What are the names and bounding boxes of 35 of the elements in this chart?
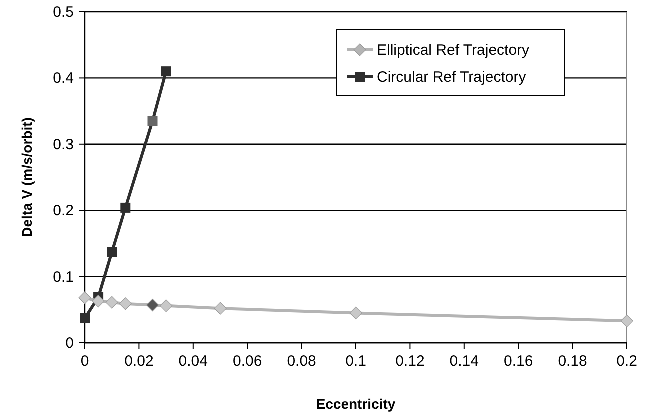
x-tick-label: 0.14 (450, 353, 479, 370)
x-tick-label: 0.06 (233, 353, 262, 370)
point (148, 116, 158, 126)
point (160, 300, 173, 312)
point (161, 66, 172, 77)
x-tick-label: 0.2 (616, 353, 638, 370)
x-tick-label: 0.16 (504, 353, 534, 370)
point (78, 292, 92, 304)
point (620, 314, 634, 328)
y-tick-label: 0.4 (53, 70, 74, 88)
x-tick-label: 0 (80, 353, 90, 370)
legend-label: Elliptical Ref Trajectory (377, 42, 530, 59)
y-axis-title: Delta V (m/s/orbit) (19, 118, 35, 238)
point (146, 298, 160, 312)
x-tick-label: 0.02 (124, 353, 154, 370)
point (106, 296, 118, 309)
point (214, 302, 227, 315)
point (119, 298, 132, 310)
legend-label: Circular Ref Trajectory (377, 69, 527, 86)
point (80, 314, 90, 324)
x-tick-label: 0.04 (178, 353, 208, 370)
point (350, 306, 362, 320)
point (107, 247, 118, 258)
y-tick-label: 0.3 (53, 136, 74, 154)
y-tick-label: 0 (66, 335, 74, 352)
y-tick-label: 0.1 (53, 268, 74, 286)
x-tick-label: 0.08 (287, 353, 316, 370)
y-tick-label: 0.5 (53, 4, 74, 21)
x-tick-label: 0.12 (396, 353, 425, 370)
x-axis-title: Eccentricity (316, 396, 396, 412)
x-tick-label: 0.1 (346, 353, 366, 370)
x-tick-label: 0.18 (558, 353, 588, 370)
y-tick-label: 0.2 (53, 202, 74, 220)
point (120, 202, 131, 213)
point (92, 294, 105, 308)
